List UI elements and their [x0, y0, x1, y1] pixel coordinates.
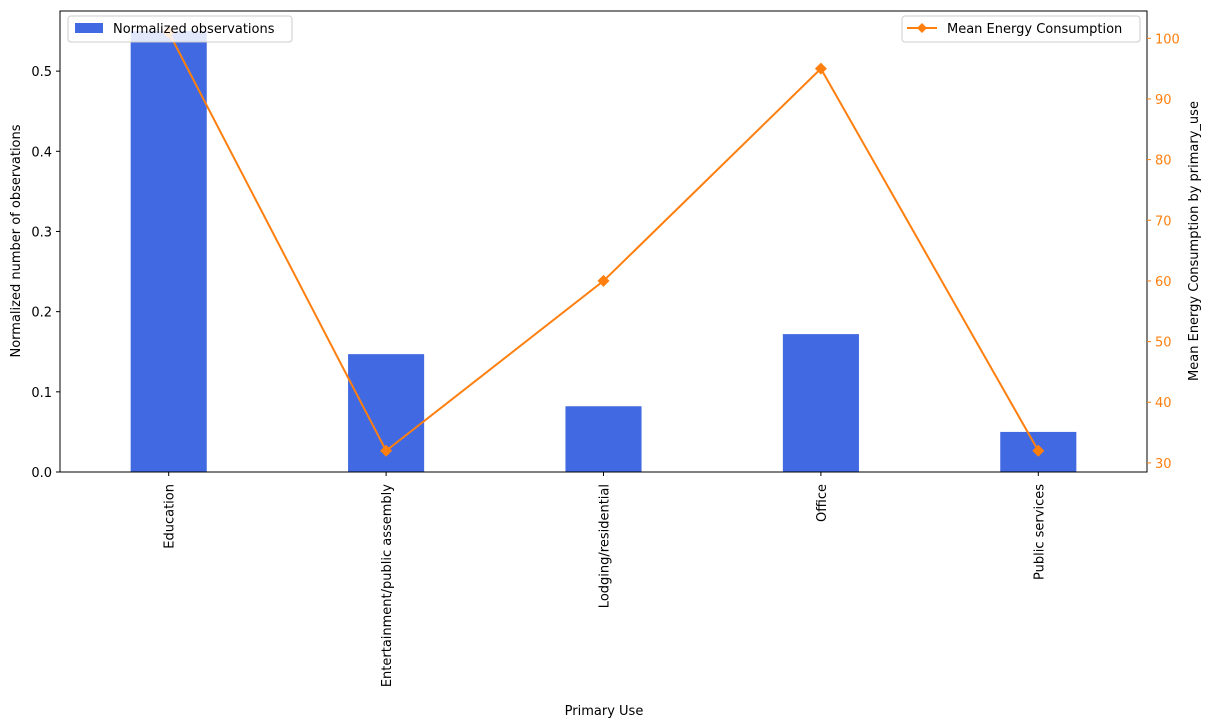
- series-line: [167, 31, 1040, 453]
- left-y-axis-title: Normalized number of observations: [9, 124, 24, 357]
- bar: [130, 31, 207, 472]
- line-series: [162, 26, 1045, 457]
- right-tick-label: 50: [1155, 336, 1172, 351]
- line-point: [1032, 444, 1045, 457]
- line-point: [380, 444, 393, 457]
- x-tick-label: Office: [815, 484, 830, 522]
- right-tick-label: 70: [1155, 214, 1172, 229]
- x-tick-label: Entertainment/public assembly: [380, 484, 395, 687]
- legend-diamond-marker: [917, 23, 927, 33]
- plot-frame: [59, 10, 1148, 473]
- right-y-axis-ticks: 30 40 50 60 70 80 90 100: [1147, 32, 1180, 472]
- left-tick-label: 0.4: [31, 145, 52, 160]
- legend-bar-label: Normalized observations: [113, 22, 275, 37]
- left-tick-label: 0.2: [31, 306, 52, 321]
- x-axis-title: Primary Use: [565, 704, 644, 719]
- right-tick-label: 80: [1155, 154, 1172, 169]
- line-point: [814, 62, 827, 75]
- x-tick-label: Education: [163, 484, 178, 549]
- line-legend: Mean Energy Consumption: [901, 15, 1141, 43]
- line-point: [597, 274, 610, 287]
- legend-box: [67, 15, 293, 43]
- bar-series: [130, 31, 1077, 472]
- x-axis-ticks: Education Entertainment/public assembly Lo…: [163, 472, 1047, 687]
- right-y-axis-title: Mean Energy Consumption by primary_use: [1187, 101, 1202, 381]
- left-tick-label: 0.5: [31, 65, 52, 80]
- x-tick-label: Public services: [1032, 484, 1047, 580]
- legend-bar-swatch: [75, 23, 103, 33]
- bar: [782, 334, 859, 472]
- right-tick-label: 100: [1155, 32, 1180, 47]
- right-tick-label: 30: [1155, 457, 1172, 472]
- left-y-axis-ticks: 0.0 0.1 0.2 0.3 0.4 0.5: [31, 65, 60, 481]
- right-tick-label: 60: [1155, 275, 1172, 290]
- bar-legend: Normalized observations: [67, 15, 293, 43]
- right-tick-label: 40: [1155, 396, 1172, 411]
- x-tick-label: Lodging/residential: [598, 484, 613, 608]
- bar: [565, 406, 642, 472]
- right-tick-label: 90: [1155, 93, 1172, 108]
- legend-line-label: Mean Energy Consumption: [947, 22, 1122, 37]
- legend-box: [901, 15, 1141, 43]
- left-tick-label: 0.3: [31, 225, 52, 240]
- left-tick-label: 0.1: [31, 386, 52, 401]
- left-tick-label: 0.0: [31, 466, 52, 481]
